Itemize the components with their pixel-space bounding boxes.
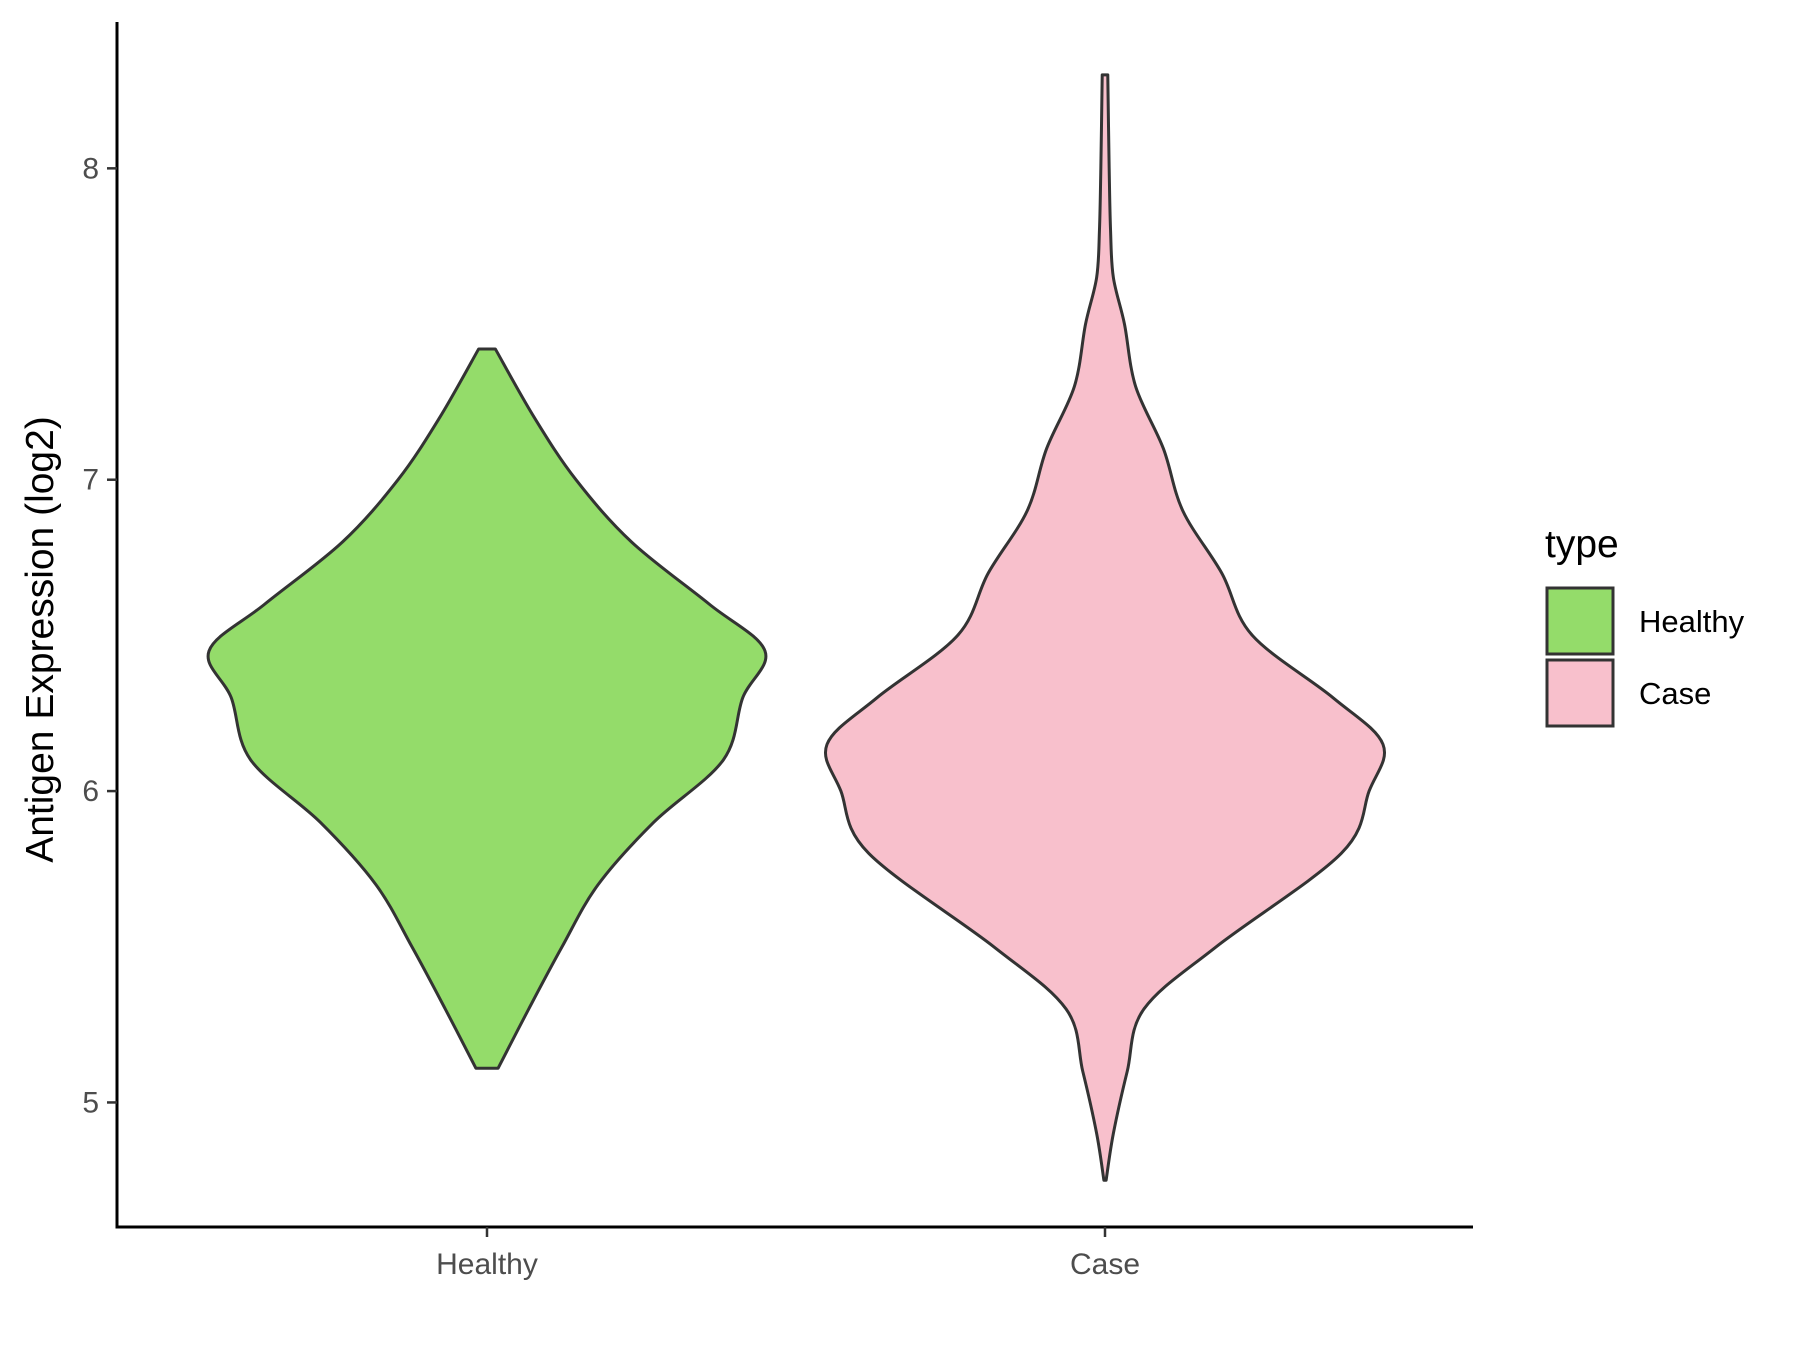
x-tick-label: Healthy: [436, 1248, 538, 1281]
y-axis-title: Antigen Expression (log2): [19, 416, 62, 863]
plot-area: [206, 73, 1386, 1182]
y-tick-label: 7: [82, 464, 99, 497]
axes: 5 6 7 8 Healthy Case: [82, 22, 1473, 1281]
violin-case: [824, 73, 1386, 1182]
y-tick-label: 5: [82, 1086, 99, 1119]
legend: type Healthy Case: [1545, 523, 1745, 728]
legend-key-healthy: [1545, 586, 1615, 656]
x-tick-label: Case: [1070, 1248, 1140, 1281]
y-tick-label: 8: [82, 152, 99, 185]
legend-label-healthy: Healthy: [1639, 604, 1745, 639]
y-tick-label: 6: [82, 775, 99, 808]
legend-title: type: [1545, 523, 1619, 566]
legend-label-case: Case: [1639, 676, 1711, 711]
violin-healthy: [206, 347, 768, 1070]
legend-key-case: [1545, 658, 1615, 728]
